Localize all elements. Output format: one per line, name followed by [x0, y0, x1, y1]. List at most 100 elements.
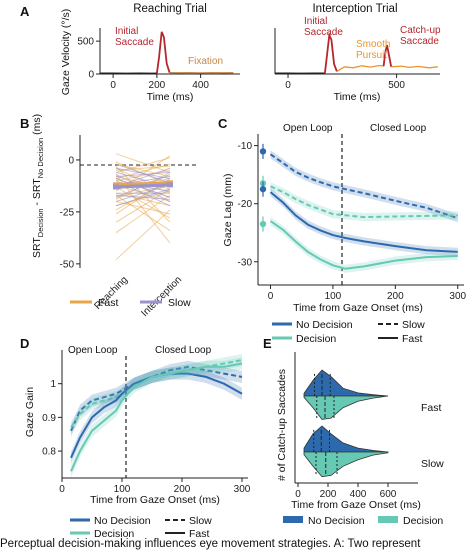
panel-d-open-loop: Open Loop: [68, 345, 118, 356]
panel-a2-ticks: 0 500: [285, 74, 405, 91]
panel-d-legend-nodecision: No Decision: [94, 515, 151, 527]
panel-label-a: A: [20, 4, 30, 19]
panel-d-ticks: 0 100 200 300 0.8 0.9 1: [42, 379, 251, 495]
panel-c-onset-point: [259, 220, 267, 228]
panel-a2-annotation-pursuit-line2: Pursuit: [356, 50, 387, 61]
panel-c-line-decision-fast: [269, 220, 458, 270]
panel-a2-annotation-pursuit-line1: Smooth: [356, 39, 390, 50]
panel-d-closed-loop: Closed Loop: [155, 345, 212, 356]
panel-b-subject-line-fast: [115, 194, 171, 232]
panel-b-ylabel: SRTDecision - SRTNo Decision (ms): [31, 114, 45, 258]
panel-c-band-no-decision-slow: [270, 150, 458, 223]
panel-d-xtick-label: 300: [234, 484, 251, 495]
panel-c-xtick-label: 100: [325, 291, 342, 302]
panel-a2-xtick-label: 0: [285, 80, 291, 91]
panel-a2-title: Interception Trial: [312, 3, 397, 15]
panel-e-violin-nodecision-slow: [303, 425, 389, 453]
panel-label-d: D: [20, 336, 29, 351]
panel-a2-annotation-saccade-line1: Initial: [304, 16, 327, 27]
panel-a1-title: Reaching Trial: [133, 3, 207, 15]
panel-d-xtick-label: 200: [174, 484, 191, 495]
panel-c-line-no-decision-fast: [269, 191, 458, 253]
panel-e-ylabel: # of Catch-up Saccades: [276, 369, 288, 481]
panel-d-legend-decision: Decision: [94, 528, 134, 540]
panel-e-violin-nodecision-fast: [303, 369, 389, 397]
panel-c-legend-slow: Slow: [402, 319, 425, 331]
panel-a2-trace-catch-up-saccade: [382, 44, 393, 67]
panel-c-onset-point: [259, 148, 267, 155]
panel-d-axes: [61, 350, 248, 479]
panel-e-ticks: 0 200 400 600: [295, 483, 397, 500]
panel-b-mean-lines: [113, 180, 173, 190]
panel-c-legend-decision: Decision: [296, 333, 336, 345]
panel-a1-xtick-label: 400: [192, 80, 209, 91]
panel-c-band-decision-slow: [270, 182, 458, 222]
panel-a1-ytick-label: 500: [77, 37, 94, 48]
panel-e-axes: [294, 352, 418, 484]
panel-e-category-fast: Fast: [421, 402, 442, 414]
panel-a1-annotation-saccade-line2: Saccade: [115, 37, 154, 48]
panel-b-subject-line-fast: [115, 153, 171, 173]
panel-c-closed-loop: Closed Loop: [370, 123, 427, 134]
panel-e-xtick-label: 600: [380, 489, 397, 500]
panel-c-xlabel: Time from Gaze Onset (ms): [293, 302, 423, 314]
panel-c-ylabel: Gaze Lag (mm): [222, 174, 234, 247]
panel-b-subject-line-fast: [115, 186, 171, 219]
panel-b-subject-line-slow: [115, 178, 171, 198]
panel-c-ytick-label: -10: [238, 141, 253, 152]
panel-a2-annotation-saccade-line2: Saccade: [304, 27, 343, 38]
panel-c-series: [269, 150, 459, 273]
panel-b-ytick-label: -25: [60, 207, 75, 218]
panel-a1-traces: [99, 31, 234, 74]
panel-b-ytick-label: 0: [68, 155, 74, 166]
panel-a2-annotation-catchup-line1: Catch-up: [400, 25, 441, 36]
panel-b-ytick-label: -50: [60, 259, 75, 270]
panel-a1-xtick-label: 0: [110, 80, 116, 91]
panel-a1-ylabel: Gaze Velocity (°/s): [60, 9, 72, 95]
panel-b-legend-slow: Slow: [168, 297, 191, 309]
panel-e-xtick-label: 200: [320, 489, 337, 500]
panel-d-ytick-label: 1: [50, 379, 56, 390]
panel-d-ytick-label: 0.9: [42, 413, 56, 424]
panel-a2-trace-smooth-pursuit: [391, 65, 438, 69]
panel-a2-xlabel: Time (ms): [334, 91, 381, 103]
panel-c-legend-fast: Fast: [402, 333, 423, 345]
panel-e-xtick-label: 400: [350, 489, 367, 500]
panel-e-xlabel: Time from Gaze Onset (ms): [291, 499, 421, 511]
panel-d-ytick-label: 0.8: [42, 447, 56, 458]
panel-d-ylabel: Gaze Gain: [24, 387, 36, 437]
panel-b-ticks: 0 -25 -50: [60, 155, 80, 270]
panel-a1-axes: [99, 28, 240, 75]
panel-e-xtick-label: 0: [295, 489, 301, 500]
panel-d-band-decision-slow: [71, 354, 242, 434]
figure-caption: Perceptual decision-making influences ey…: [0, 538, 421, 550]
panel-label-b: B: [20, 116, 29, 131]
panel-b-legend-fast: Fast: [98, 297, 119, 309]
panel-a2-xtick-label: 500: [388, 80, 405, 91]
panel-c-legend-nodecision: No Decision: [296, 319, 353, 331]
panel-d-line-no-decision-fast: [70, 372, 243, 459]
panel-d-legend-slow: Slow: [189, 515, 212, 527]
panel-a1-trace-saccade: [156, 31, 171, 74]
panel-c-ytick-label: -20: [238, 199, 253, 210]
panel-c-xtick-label: 0: [268, 291, 274, 302]
panel-b-subject-line-slow: [115, 188, 171, 207]
panel-e-violin-decision-slow: [303, 451, 389, 478]
panel-a1-ticks: 0 200 400 0 500: [77, 37, 209, 91]
panel-a2-trace-smooth-pursuit: [336, 64, 384, 72]
panel-c-open-loop: Open Loop: [283, 123, 333, 134]
panel-c-xtick-label: 300: [449, 291, 466, 302]
panel-e-legend-nodecision-swatch: [283, 516, 303, 523]
panel-c-ticks: 0 100 200 300 -10 -20 -30: [238, 141, 467, 302]
panel-a1-annotation-saccade-line1: Initial: [115, 26, 138, 37]
panel-label-e: E: [263, 336, 272, 351]
panel-d-series: [70, 354, 243, 478]
panel-d-xtick-label: 0: [59, 484, 65, 495]
panel-a2-traces: [274, 31, 438, 74]
panel-a1-ytick-label: 0: [88, 70, 94, 81]
panel-d-line-decision-fast: [70, 362, 243, 472]
panel-b-subject-line-fast: [115, 209, 171, 261]
panel-a2-annotation-catchup-line2: Saccade: [400, 36, 439, 47]
panel-e-legend-decision: Decision: [403, 515, 443, 527]
